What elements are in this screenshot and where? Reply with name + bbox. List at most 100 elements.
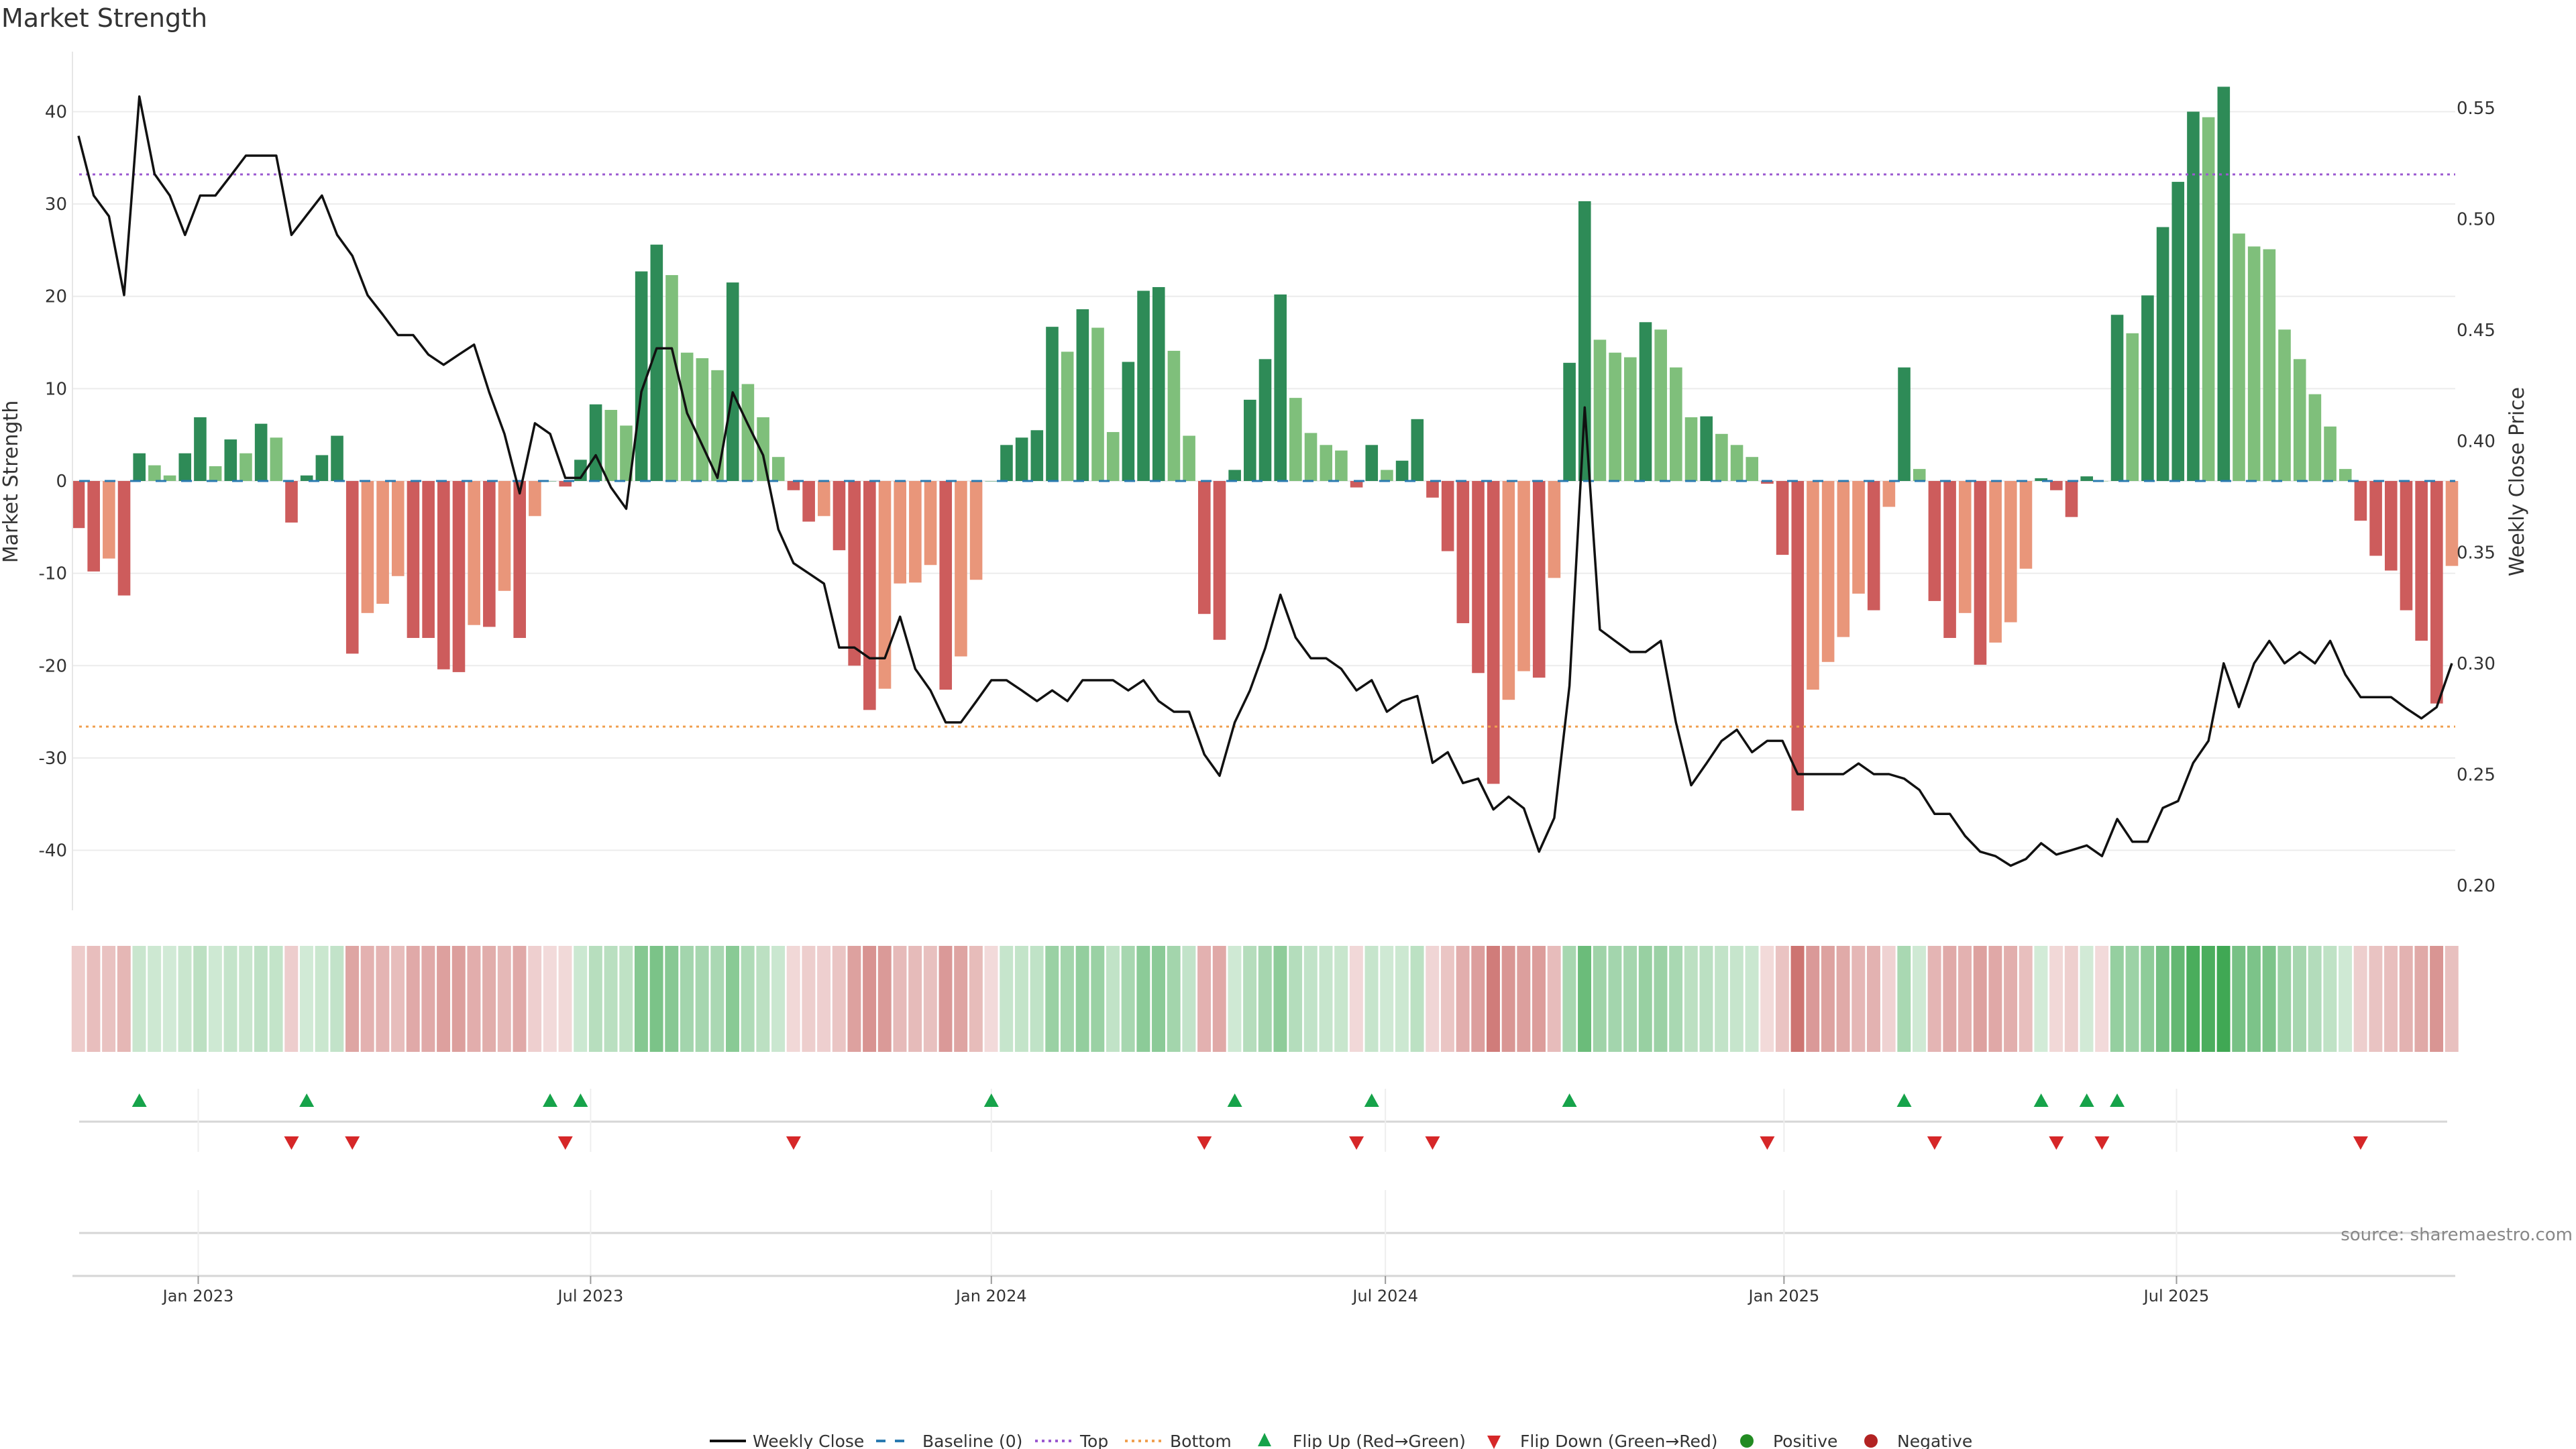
strength-bar bbox=[1791, 481, 1805, 811]
flip-up-marker bbox=[1896, 1093, 1912, 1107]
heat-cell bbox=[1973, 946, 1987, 1052]
strength-bar bbox=[437, 481, 450, 669]
heat-cell bbox=[1136, 946, 1150, 1052]
strength-bar bbox=[2415, 481, 2428, 641]
y-tick-label: -40 bbox=[39, 841, 67, 861]
strength-bar bbox=[969, 481, 983, 580]
y-tick-label: -30 bbox=[39, 749, 67, 769]
strength-bar bbox=[1989, 481, 2002, 643]
heat-cell bbox=[1958, 946, 1972, 1052]
heat-cell bbox=[2080, 946, 2094, 1052]
strength-bar bbox=[224, 439, 237, 481]
heat-cell bbox=[863, 946, 877, 1052]
heat-cell bbox=[2384, 946, 2398, 1052]
heat-cell bbox=[284, 946, 299, 1052]
strength-bar bbox=[529, 481, 541, 517]
heat-cell bbox=[162, 946, 176, 1052]
strength-bar bbox=[665, 275, 678, 481]
strength-bar bbox=[1350, 481, 1363, 488]
strength-bar bbox=[909, 481, 922, 583]
strength-bar bbox=[1258, 359, 1272, 481]
legend-flip-up-icon bbox=[1258, 1433, 1271, 1446]
heat-cell bbox=[2308, 946, 2322, 1052]
heat-cell bbox=[1927, 946, 1941, 1052]
flip-up-marker bbox=[573, 1093, 588, 1107]
y-tick-label: 20 bbox=[45, 287, 67, 307]
heat-cell bbox=[832, 946, 846, 1052]
strength-bar bbox=[604, 410, 618, 481]
strength-bar bbox=[2445, 481, 2459, 566]
strength-bar bbox=[1061, 352, 1074, 481]
heat-cell bbox=[102, 946, 116, 1052]
flip-down-marker bbox=[1425, 1136, 1440, 1150]
strength-bar bbox=[407, 481, 420, 638]
flip-down-marker bbox=[1760, 1136, 1775, 1150]
strength-bar bbox=[1913, 469, 1926, 481]
strength-bar bbox=[1974, 481, 1987, 665]
heat-cell bbox=[391, 946, 405, 1052]
heat-cell bbox=[2262, 946, 2276, 1052]
flip-up-marker bbox=[543, 1093, 558, 1107]
y2-tick-label: 0.55 bbox=[2457, 99, 2496, 119]
heat-cell bbox=[1790, 946, 1805, 1052]
flip-up-marker bbox=[2079, 1093, 2094, 1107]
heat-cell bbox=[1532, 946, 1546, 1052]
heat-cell bbox=[741, 946, 755, 1052]
legend-flip-down: Flip Down (Green→Red) bbox=[1520, 1432, 1718, 1449]
heat-cell bbox=[1000, 946, 1014, 1052]
heat-cell bbox=[1638, 946, 1652, 1052]
strength-bar bbox=[2233, 233, 2245, 481]
y-tick-label: 0 bbox=[56, 472, 67, 492]
heat-cell bbox=[2110, 946, 2124, 1052]
heat-cell bbox=[2445, 946, 2459, 1052]
x-tick-label: Jan 2024 bbox=[955, 1287, 1027, 1305]
strength-bar bbox=[589, 404, 602, 481]
heat-cell bbox=[923, 946, 937, 1052]
strength-bar bbox=[863, 481, 876, 710]
flip-down-marker bbox=[1349, 1136, 1364, 1150]
strength-bar bbox=[1472, 481, 1485, 674]
heat-cell bbox=[2399, 946, 2413, 1052]
heat-cell bbox=[1593, 946, 1607, 1052]
strength-bar bbox=[2035, 478, 2047, 481]
strength-bar bbox=[1091, 327, 1104, 481]
strength-bar bbox=[315, 455, 329, 481]
strength-bar bbox=[1807, 481, 1819, 690]
heat-cell bbox=[2414, 946, 2428, 1052]
strength-bar bbox=[1746, 457, 1759, 481]
y-tick-label: 10 bbox=[45, 379, 67, 399]
heat-cell bbox=[1060, 946, 1074, 1052]
strength-bar bbox=[1517, 481, 1530, 672]
y2-axis-title: Weekly Close Price bbox=[2506, 387, 2529, 576]
strength-bar bbox=[848, 481, 861, 666]
heat-cell bbox=[376, 946, 390, 1052]
strength-bar bbox=[2141, 295, 2154, 481]
heat-cell bbox=[1395, 946, 1409, 1052]
heat-cell bbox=[1699, 946, 1713, 1052]
y2-tick-label: 0.35 bbox=[2457, 543, 2496, 563]
strength-bar bbox=[2187, 111, 2200, 481]
heat-cell bbox=[2292, 946, 2306, 1052]
strength-bar bbox=[1532, 481, 1546, 678]
heat-cell bbox=[1182, 946, 1196, 1052]
heat-cell bbox=[2034, 946, 2048, 1052]
heat-cell bbox=[1913, 946, 1926, 1052]
heat-cell bbox=[2339, 946, 2352, 1052]
heat-cell bbox=[710, 946, 724, 1052]
flip-down-marker bbox=[786, 1136, 801, 1150]
strength-bar bbox=[2019, 481, 2033, 569]
strength-bar bbox=[878, 481, 892, 689]
strength-bar bbox=[1426, 481, 1439, 498]
legend-weekly-close: Weekly Close bbox=[753, 1432, 864, 1449]
strength-bar bbox=[376, 481, 389, 604]
strength-bar bbox=[87, 481, 100, 572]
heat-cell bbox=[528, 946, 542, 1052]
flip-up-marker bbox=[1364, 1093, 1379, 1107]
y2-tick-label: 0.30 bbox=[2457, 654, 2496, 674]
strength-bar bbox=[178, 453, 192, 481]
strength-bar bbox=[741, 384, 755, 481]
heat-cell bbox=[178, 946, 192, 1052]
flip-down-marker bbox=[1927, 1136, 1942, 1150]
heat-cell bbox=[1014, 946, 1028, 1052]
heat-cell bbox=[1152, 946, 1165, 1052]
